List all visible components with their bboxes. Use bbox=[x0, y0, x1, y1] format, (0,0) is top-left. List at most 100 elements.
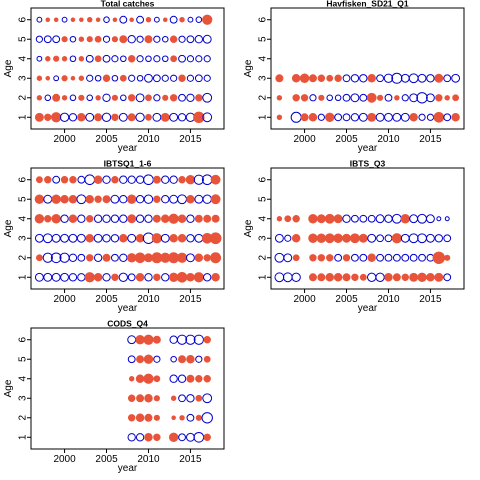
positive-residual-bubble bbox=[68, 194, 78, 204]
negative-residual-bubble bbox=[169, 194, 179, 204]
positive-residual-bubble bbox=[60, 176, 69, 184]
negative-residual-bubble bbox=[68, 233, 78, 243]
negative-residual-bubble bbox=[176, 334, 188, 345]
positive-residual-bubble bbox=[94, 113, 103, 122]
negative-residual-bubble bbox=[68, 273, 78, 282]
positive-residual-bubble bbox=[129, 17, 134, 22]
y-tick-label: 1 bbox=[258, 114, 269, 120]
y-tick-label: 5 bbox=[18, 356, 29, 362]
positive-residual-bubble bbox=[377, 94, 384, 101]
positive-residual-bubble bbox=[435, 94, 443, 102]
negative-residual-bubble bbox=[136, 15, 144, 24]
negative-residual-bubble bbox=[202, 112, 213, 123]
positive-residual-bubble bbox=[94, 55, 102, 63]
negative-residual-bubble bbox=[136, 55, 144, 63]
positive-residual-bubble bbox=[276, 216, 283, 222]
plot-frame bbox=[270, 167, 465, 290]
positive-residual-bubble bbox=[203, 355, 211, 363]
negative-residual-bubble bbox=[60, 233, 70, 243]
positive-residual-bubble bbox=[94, 35, 102, 43]
positive-residual-bubble bbox=[127, 55, 136, 63]
x-tick-label: 2010 bbox=[377, 134, 400, 145]
y-tick-label: 5 bbox=[258, 36, 269, 42]
negative-residual-bubble bbox=[359, 253, 368, 262]
y-tick-label: 4 bbox=[18, 56, 29, 62]
positive-residual-bubble bbox=[102, 253, 111, 262]
negative-residual-bubble bbox=[120, 94, 127, 102]
negative-residual-bubble bbox=[160, 233, 170, 243]
positive-residual-bubble bbox=[95, 95, 101, 101]
negative-residual-bubble bbox=[59, 112, 70, 122]
positive-residual-bubble bbox=[317, 273, 326, 282]
negative-residual-bubble bbox=[35, 35, 44, 43]
positive-residual-bubble bbox=[60, 194, 69, 204]
negative-residual-bubble bbox=[376, 74, 384, 83]
positive-residual-bubble bbox=[276, 95, 283, 101]
negative-residual-bubble bbox=[351, 214, 359, 223]
negative-residual-bubble bbox=[384, 112, 393, 122]
positive-residual-bubble bbox=[78, 75, 85, 81]
y-tick-label: 4 bbox=[18, 376, 29, 382]
negative-residual-bubble bbox=[417, 73, 427, 83]
negative-residual-bubble bbox=[153, 355, 161, 363]
x-tick-label: 2005 bbox=[335, 294, 358, 305]
y-tick-label: 1 bbox=[18, 114, 29, 120]
negative-residual-bubble bbox=[76, 233, 86, 243]
y-tick-label: 2 bbox=[18, 255, 29, 261]
positive-residual-bubble bbox=[86, 254, 94, 262]
panel-4: IBTS_Q3 2000 2005 2010 2015 1 2 3 4 5 6 year Age bbox=[243, 159, 465, 314]
panel-1: Total catches 2000 2005 2010 2015 1 2 3 4 5 6 year A… bbox=[3, 0, 225, 154]
x-tick-label: 2005 bbox=[95, 294, 118, 305]
positive-residual-bubble bbox=[136, 394, 145, 403]
negative-residual-bubble bbox=[42, 252, 53, 263]
negative-residual-bubble bbox=[170, 74, 178, 82]
negative-residual-bubble bbox=[391, 213, 402, 224]
positive-residual-bubble bbox=[334, 74, 342, 82]
y-tick-label: 2 bbox=[258, 255, 269, 261]
chart-title: IBTSQ1_1-6 bbox=[104, 159, 152, 169]
positive-residual-bubble bbox=[119, 35, 128, 44]
y-tick-label: 2 bbox=[258, 95, 269, 101]
y-axis-label: Age bbox=[3, 379, 14, 397]
positive-residual-bubble bbox=[444, 95, 450, 101]
x-axis-label: year bbox=[118, 463, 138, 474]
negative-residual-bubble bbox=[42, 233, 53, 244]
y-tick-label: 6 bbox=[18, 336, 29, 342]
positive-residual-bubble bbox=[126, 194, 137, 204]
y-tick-label: 3 bbox=[258, 75, 269, 81]
y-tick-label: 6 bbox=[258, 16, 269, 22]
negative-residual-bubble bbox=[194, 194, 204, 204]
negative-residual-bubble bbox=[34, 233, 44, 243]
negative-residual-bubble bbox=[161, 35, 169, 43]
positive-residual-bubble bbox=[170, 55, 178, 63]
positive-residual-bubble bbox=[342, 273, 351, 282]
positive-residual-bubble bbox=[102, 74, 111, 82]
negative-residual-bubble bbox=[185, 432, 195, 442]
positive-residual-bubble bbox=[135, 413, 145, 423]
plot-frame bbox=[30, 167, 225, 290]
negative-residual-bubble bbox=[203, 55, 211, 63]
positive-residual-bubble bbox=[127, 214, 137, 224]
negative-residual-bubble bbox=[317, 113, 325, 121]
negative-residual-bubble bbox=[367, 233, 377, 243]
negative-residual-bubble bbox=[409, 214, 419, 224]
positive-residual-bubble bbox=[144, 394, 153, 403]
positive-residual-bubble bbox=[85, 194, 94, 204]
panel-3: IBTSQ1_1-6 2000 2005 2010 2015 1 2 3 4 5 6 year Age bbox=[3, 159, 225, 314]
negative-residual-bubble bbox=[52, 175, 61, 184]
positive-residual-bubble bbox=[70, 17, 76, 22]
positive-residual-bubble bbox=[84, 272, 95, 283]
negative-residual-bubble bbox=[178, 93, 186, 102]
positive-residual-bubble bbox=[162, 94, 169, 101]
negative-residual-bubble bbox=[186, 93, 195, 102]
y-tick-label: 2 bbox=[18, 95, 29, 101]
negative-residual-bubble bbox=[135, 175, 145, 184]
negative-residual-bubble bbox=[334, 253, 343, 262]
positive-residual-bubble bbox=[211, 273, 220, 282]
negative-residual-bubble bbox=[408, 73, 419, 84]
negative-residual-bubble bbox=[144, 273, 153, 282]
negative-residual-bubble bbox=[409, 253, 418, 262]
negative-residual-bubble bbox=[119, 195, 128, 204]
negative-residual-bubble bbox=[375, 214, 385, 224]
negative-residual-bubble bbox=[161, 273, 170, 282]
